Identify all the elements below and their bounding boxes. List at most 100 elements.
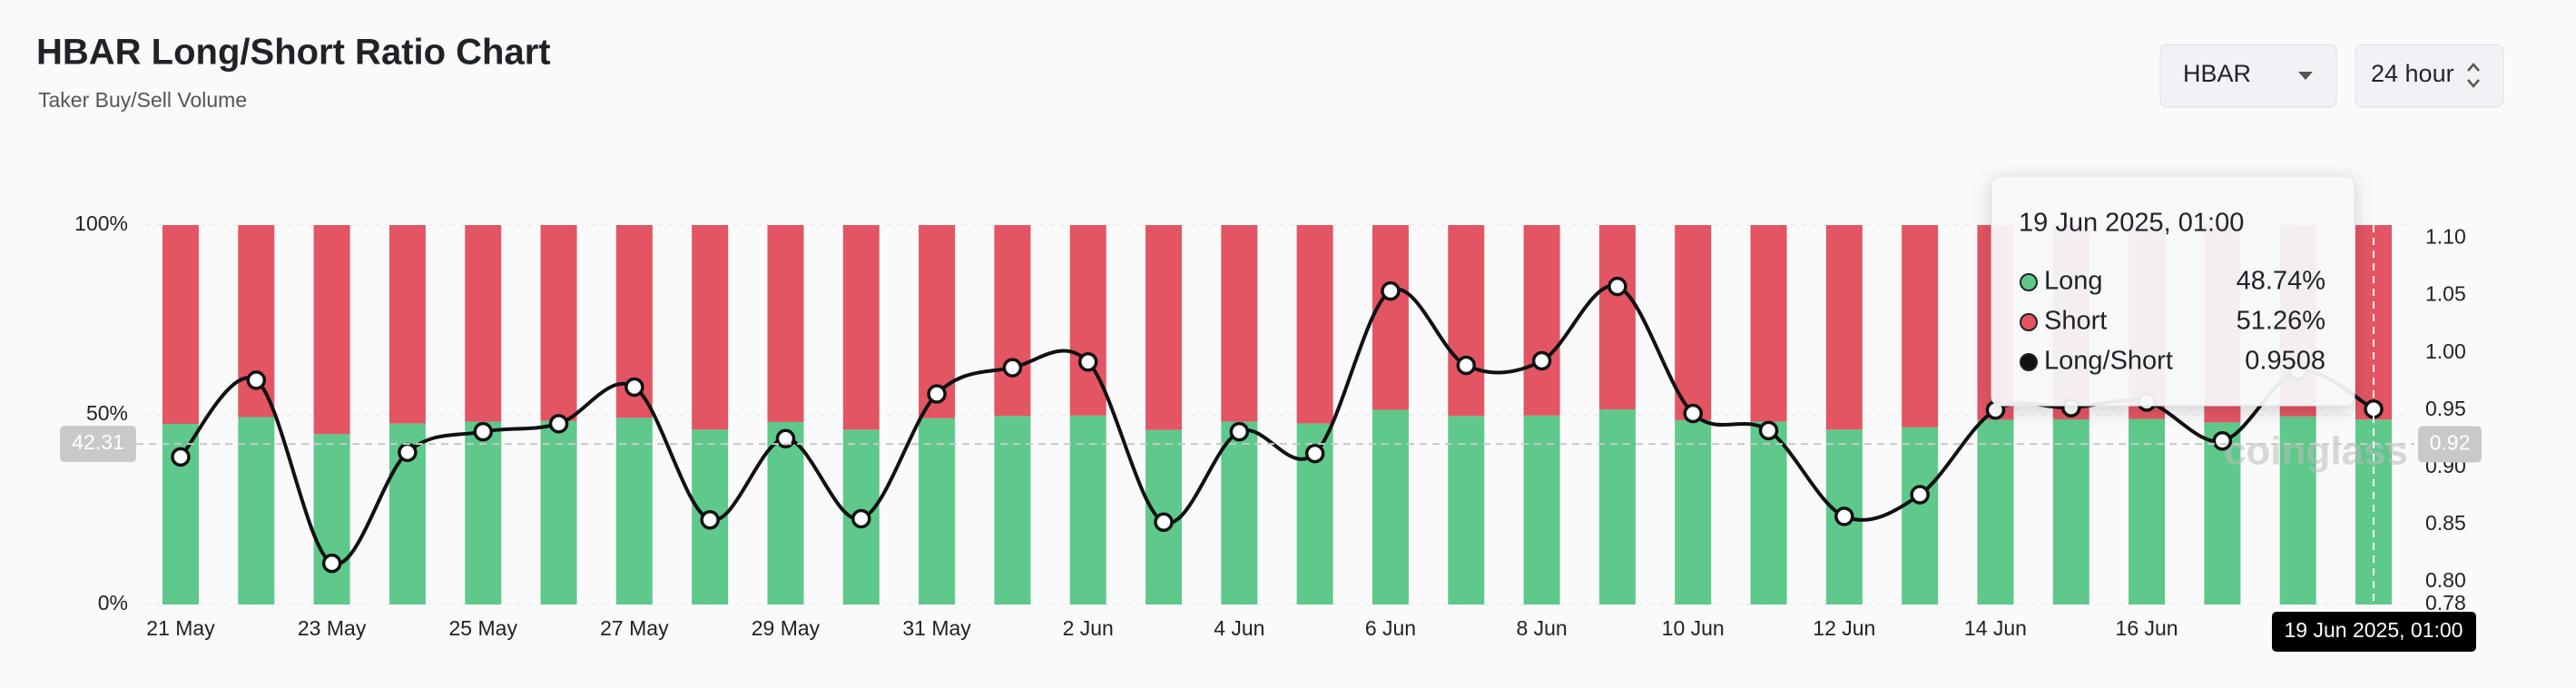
bar-segment — [994, 225, 1031, 417]
y-tick-label: 0% — [98, 591, 128, 614]
bar-segment — [1750, 421, 1787, 604]
crosshair-x-label: 19 Jun 2025, 01:00 — [2285, 618, 2463, 642]
bar-segment — [313, 434, 350, 604]
tooltip-swatch — [2020, 313, 2038, 331]
x-tick-label: 10 Jun — [1662, 616, 1725, 640]
bar-segment — [465, 421, 502, 604]
x-tick-label: 25 May — [449, 616, 518, 640]
tooltip-value: 0.9508 — [2245, 347, 2325, 376]
ratio-point — [473, 421, 493, 442]
bar-segment — [692, 225, 729, 430]
bar-segment — [1750, 225, 1787, 422]
x-tick-label: 23 May — [298, 616, 367, 640]
tooltip-series-name: Long/Short — [2044, 347, 2173, 376]
x-tick-label: 2 Jun — [1063, 616, 1114, 640]
bar-segment — [1902, 427, 1939, 604]
y-tick-label: 100% — [74, 211, 128, 235]
y2-tick-label: 1.05 — [2425, 282, 2466, 306]
bar-segment — [2204, 422, 2241, 604]
ratio-point — [700, 509, 720, 530]
bar-segment — [767, 225, 804, 422]
interval-select-text[interactable]: 24 hour — [2371, 60, 2454, 87]
ratio-point — [1758, 420, 1779, 441]
watermark: coinglass — [2224, 429, 2408, 474]
x-tick-label: 12 Jun — [1813, 616, 1875, 640]
tooltip-value: 48.74% — [2237, 267, 2325, 296]
ratio-point — [246, 370, 267, 390]
bar-segment — [842, 225, 880, 430]
ratio-point — [1910, 485, 1930, 505]
ratio-point — [1683, 403, 1703, 424]
ratio-point — [1456, 355, 1477, 376]
bar-segment — [1598, 409, 1636, 604]
ratio-point — [1002, 358, 1023, 378]
bar-segment — [1221, 225, 1258, 422]
ratio-point — [398, 442, 418, 463]
bar-segment — [1145, 225, 1183, 430]
bar-segment — [1069, 225, 1106, 416]
ratio-point — [851, 508, 871, 529]
ratio-point — [321, 553, 342, 574]
bar-segment — [1825, 225, 1863, 430]
ratio-point — [1381, 280, 1401, 301]
bar-segment — [540, 225, 577, 421]
symbol-select-text[interactable]: HBAR — [2183, 60, 2251, 87]
ratio-point — [1077, 352, 1098, 372]
bar-segment — [919, 418, 956, 604]
y2-tick-label: 1.10 — [2425, 225, 2466, 249]
y2-tick-label: 0.80 — [2425, 568, 2466, 592]
x-tick-label: 6 Jun — [1365, 616, 1416, 640]
bar-segment — [388, 225, 426, 424]
symbol-select[interactable] — [2159, 44, 2337, 108]
crosshair-label-box — [60, 426, 136, 463]
y2-tick-label: 0.85 — [2425, 511, 2466, 535]
ratio-point — [1834, 506, 1854, 526]
bar-segment — [1069, 415, 1106, 604]
bar-segment — [1448, 416, 1485, 604]
dropdown-chevrons — [2467, 63, 2480, 88]
tooltip-box — [1991, 175, 2355, 407]
bar-segment — [2129, 418, 2166, 604]
crosshair-y2-label: 0.92 — [2430, 431, 2471, 455]
y2-tick-label: 1.00 — [2425, 339, 2466, 363]
bar-segment — [313, 225, 350, 435]
ratio-point — [171, 447, 191, 467]
ratio-point — [1608, 276, 1627, 297]
ratio-point — [2212, 430, 2233, 451]
x-tick-label: 21 May — [146, 616, 215, 640]
bar-segment — [1523, 225, 1560, 416]
ratio-point — [624, 377, 644, 398]
dropdown-caret — [2298, 72, 2313, 80]
bar-segment — [465, 225, 502, 422]
bar-segment — [2279, 416, 2316, 604]
x-tick-label: 14 Jun — [1964, 616, 2027, 640]
interval-select[interactable] — [2355, 44, 2504, 108]
bar-segment — [1675, 225, 1712, 420]
bar-segment — [1372, 225, 1409, 410]
ratio-point — [775, 428, 796, 448]
bar-segment — [2052, 419, 2089, 604]
bar-segment — [1296, 225, 1333, 424]
ratio-point — [1304, 443, 1325, 464]
tooltip-series-name: Long — [2044, 267, 2103, 296]
x-tick-label: 29 May — [752, 616, 821, 640]
bar-segment — [238, 417, 275, 604]
x-tick-label: 4 Jun — [1214, 616, 1264, 640]
crosshair-x-box — [2272, 612, 2476, 652]
tooltip: 19 Jun 2025, 01:00 Long 48.74% Short 51.26% L… — [1991, 175, 2355, 407]
chart-title: HBAR Long/Short Ratio Chart — [36, 33, 551, 73]
x-tick-label: 16 Jun — [2116, 616, 2178, 640]
bar-segment — [615, 418, 653, 604]
tooltip-value: 51.26% — [2237, 307, 2325, 336]
tooltip-swatch — [2020, 353, 2038, 371]
chart-subtitle: Taker Buy/Sell Volume — [38, 88, 247, 112]
ratio-point — [1531, 350, 1552, 371]
bar-segment — [540, 420, 577, 604]
x-tick-label: 8 Jun — [1516, 616, 1567, 640]
bar-segment — [162, 225, 199, 425]
bar-segment — [1598, 225, 1636, 410]
ratio-point — [1154, 512, 1174, 532]
bar-segment — [1977, 419, 2014, 604]
tooltip-series-name: Short — [2044, 307, 2107, 336]
